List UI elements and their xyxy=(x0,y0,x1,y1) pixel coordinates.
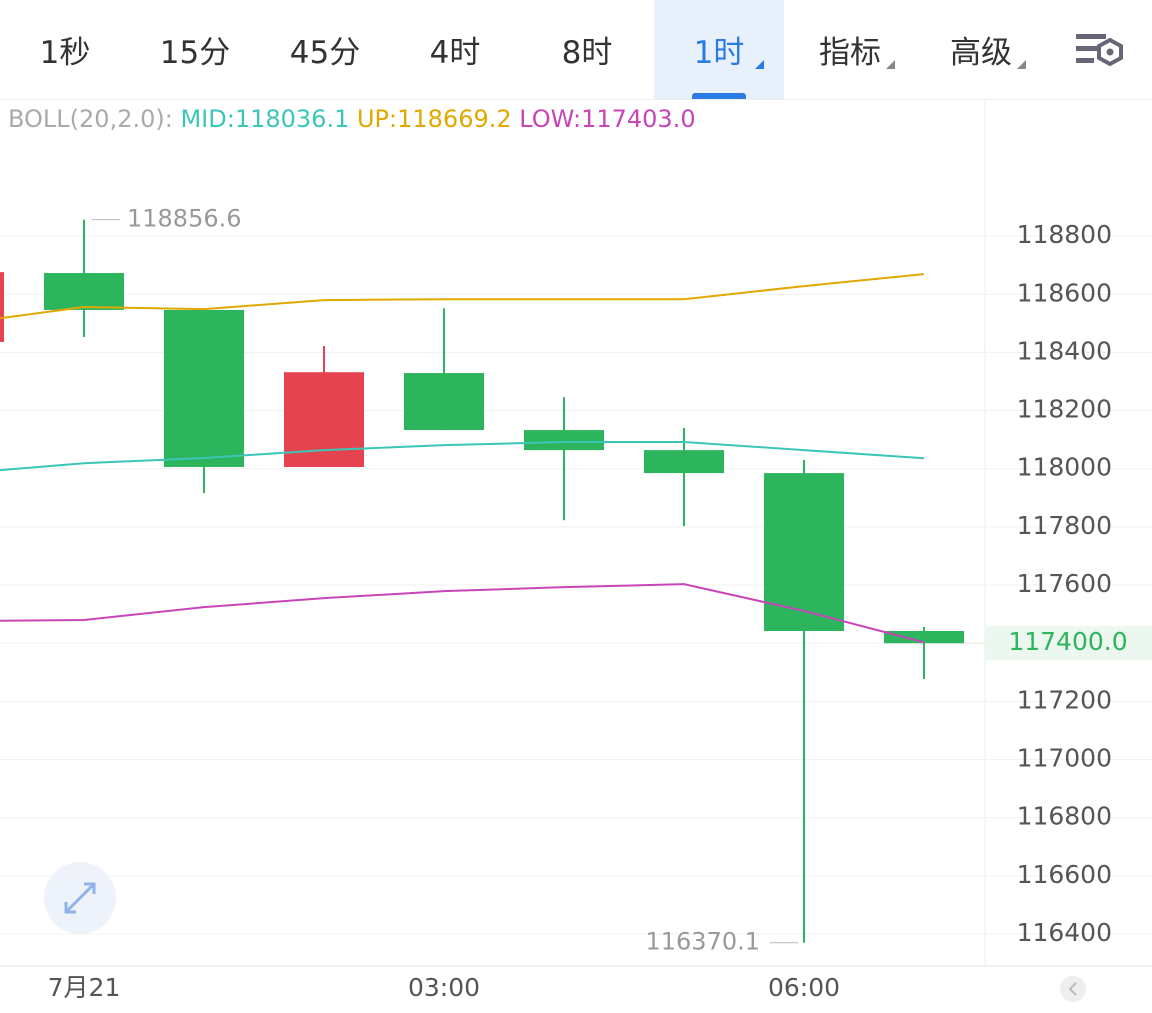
y-tick-label: 116800 xyxy=(1017,802,1112,831)
dropdown-indicator xyxy=(755,60,764,69)
dropdown-indicator xyxy=(1017,60,1026,69)
candle-body xyxy=(164,309,244,467)
legend-entry: LOW:117403.0 xyxy=(519,105,695,133)
tab[interactable]: 8时 xyxy=(522,0,652,99)
tab[interactable]: 45分 xyxy=(260,0,390,99)
expand-icon xyxy=(64,882,96,914)
boll-line xyxy=(0,440,925,472)
max-label: 118856.6 xyxy=(127,205,242,233)
y-tick-label: 118200 xyxy=(1017,395,1112,424)
timeframe-tabs: 1秒 15分 45分 4时 8时 1时 指标 高级 xyxy=(0,0,1152,100)
last-price-label: 117400.0 xyxy=(1008,627,1127,656)
y-tick-label: 117800 xyxy=(1017,511,1112,540)
y-tick-label: 116600 xyxy=(1017,860,1112,889)
tab[interactable]: 1秒 xyxy=(0,0,130,99)
legend-entry: MID:118036.1 xyxy=(180,105,349,133)
x-tick-label: 7月21 xyxy=(48,973,121,1002)
tab-label: 1时 xyxy=(693,35,745,71)
tab-label: 45分 xyxy=(289,35,361,71)
tab-label: 8时 xyxy=(561,35,613,71)
y-tick-label: 117600 xyxy=(1017,569,1112,598)
candle-body xyxy=(404,373,484,431)
tab-label: 1秒 xyxy=(39,35,91,71)
y-tick-label: 118400 xyxy=(1017,336,1112,365)
candle-body xyxy=(884,630,964,644)
settings-bar xyxy=(1076,58,1094,63)
settings-bar xyxy=(1076,46,1098,51)
last-price-box xyxy=(985,626,1152,661)
y-tick-label: 118600 xyxy=(1017,278,1112,307)
tab[interactable]: 4时 xyxy=(390,0,520,99)
candle-body xyxy=(0,272,4,342)
scroll-button[interactable] xyxy=(1060,976,1086,1002)
candle-body xyxy=(44,273,124,310)
tab[interactable]: 15分 xyxy=(130,0,260,99)
candle-body xyxy=(764,473,844,631)
y-tick-label: 118000 xyxy=(1017,453,1112,482)
x-tick-label: 03:00 xyxy=(408,973,480,1002)
tab-label: 高级 xyxy=(950,35,1012,71)
indicator-label: BOLL(20,2.0): xyxy=(8,105,173,133)
boll-line xyxy=(0,583,925,644)
settings-bar xyxy=(1076,34,1106,39)
scroll-icon xyxy=(1068,982,1077,996)
y-tick-label: 118800 xyxy=(1017,220,1112,249)
tab[interactable]: 指标 xyxy=(785,0,915,99)
settings-hex xyxy=(1097,37,1123,67)
candle-body xyxy=(524,430,604,451)
boll-line xyxy=(0,273,925,320)
tab-label: 4时 xyxy=(429,35,481,71)
indicator-legend: BOLL(20,2.0): MID:118036.1 UP:118669.2 L… xyxy=(8,105,696,133)
y-tick-label: 117200 xyxy=(1017,685,1112,714)
dropdown-indicator xyxy=(886,60,895,69)
settings-icon[interactable] xyxy=(1076,34,1123,67)
y-tick-label: 117000 xyxy=(1017,744,1112,773)
min-label: 116370.1 xyxy=(645,928,760,956)
candle-body xyxy=(644,450,724,474)
y-tick-label: 116400 xyxy=(1017,918,1112,947)
tab[interactable]: 1时 xyxy=(654,0,784,99)
tab-label: 指标 xyxy=(819,35,881,71)
settings-dot xyxy=(1106,48,1114,56)
x-tick-label: 06:00 xyxy=(768,973,840,1002)
tab[interactable]: 高级 xyxy=(916,0,1046,99)
legend-entry: UP:118669.2 xyxy=(357,105,512,133)
tab-label: 15分 xyxy=(159,35,231,71)
